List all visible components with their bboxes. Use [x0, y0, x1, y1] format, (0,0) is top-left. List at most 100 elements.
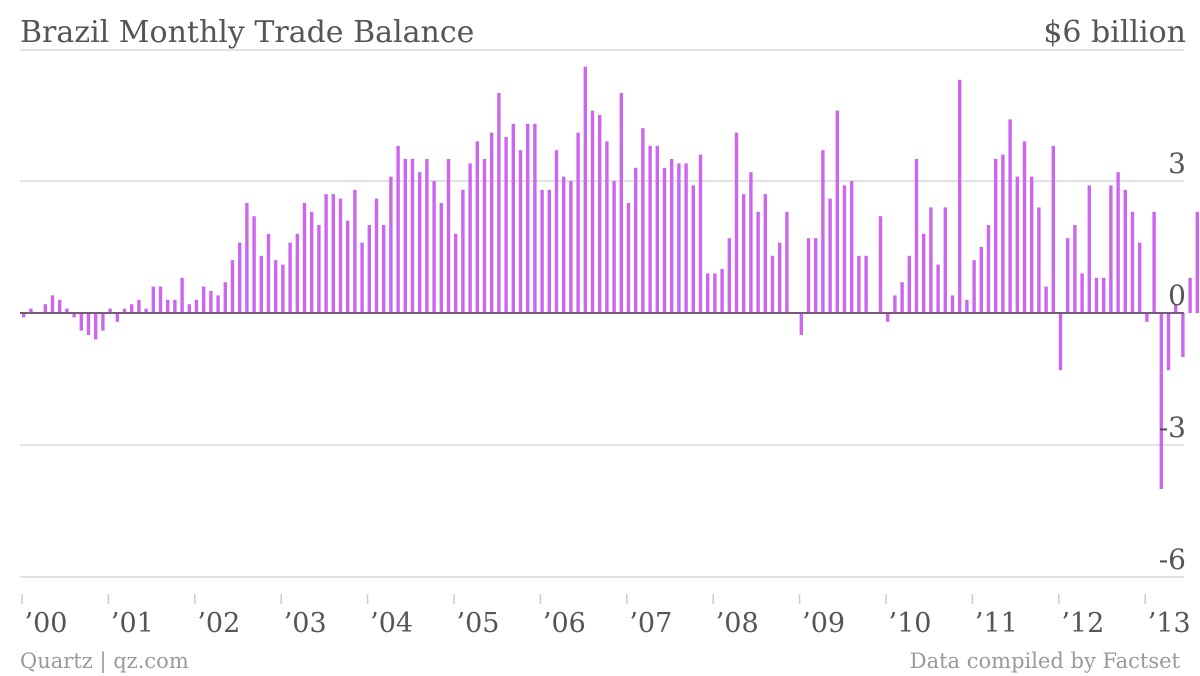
bar — [367, 225, 371, 313]
bar — [252, 216, 256, 313]
bar — [187, 304, 191, 313]
bar — [439, 203, 443, 313]
bar — [569, 181, 573, 313]
bar — [1094, 277, 1099, 313]
bar — [562, 176, 566, 313]
bar — [677, 163, 681, 313]
bar — [151, 286, 155, 313]
bar — [1138, 242, 1142, 313]
bar — [605, 141, 609, 313]
bar — [281, 264, 285, 313]
bar — [641, 128, 645, 313]
bar — [1152, 211, 1156, 313]
bar — [828, 198, 832, 313]
bar — [497, 93, 501, 313]
bar — [374, 198, 379, 313]
bar — [900, 282, 904, 313]
x-tick-label: ’06 — [543, 608, 586, 639]
x-tick-label: ’03 — [284, 608, 327, 639]
bar — [1102, 277, 1106, 313]
bar — [29, 308, 33, 313]
bar — [310, 211, 314, 313]
bar — [1037, 207, 1041, 313]
x-tick-label: ’10 — [889, 608, 932, 639]
y-tick-label: 3 — [1168, 147, 1186, 180]
bar — [1044, 286, 1048, 313]
bar — [130, 304, 134, 313]
bar — [482, 159, 487, 313]
y-tick-label: -6 — [1159, 543, 1186, 576]
bar — [475, 141, 479, 313]
gridlines — [20, 49, 1184, 578]
bar — [94, 313, 98, 340]
bar — [806, 238, 811, 313]
bar — [713, 273, 717, 313]
bar — [914, 159, 919, 313]
bar — [770, 255, 775, 313]
bar — [986, 225, 991, 313]
bar — [864, 255, 868, 313]
bar — [454, 233, 458, 313]
bar — [742, 194, 746, 313]
x-tick-label: ’12 — [1061, 608, 1104, 639]
bar — [842, 185, 847, 313]
bar — [396, 145, 400, 313]
bar — [1130, 211, 1135, 313]
bar — [1123, 189, 1127, 313]
bar — [655, 145, 659, 313]
bar — [223, 282, 227, 313]
bar — [346, 220, 350, 313]
bar — [540, 189, 544, 313]
source-right: Data compiled by Factset — [910, 649, 1181, 673]
bar — [1051, 145, 1055, 313]
bar — [684, 163, 688, 313]
bar — [979, 247, 983, 313]
bar — [446, 159, 451, 313]
bar — [670, 159, 674, 313]
bar — [194, 299, 199, 313]
bar — [58, 299, 62, 313]
bar — [490, 132, 494, 313]
y-tick-labels: 3 0 -3 -6 — [1159, 147, 1186, 576]
bar — [461, 189, 465, 313]
bar — [814, 238, 818, 313]
bar — [785, 211, 789, 313]
bar — [353, 189, 357, 313]
y-tick-label: 0 — [1168, 279, 1186, 312]
bar — [137, 299, 141, 313]
source-left: Quartz | qz.com — [20, 649, 189, 674]
bar — [518, 150, 523, 313]
bar — [22, 313, 26, 318]
bar — [821, 150, 825, 313]
bar — [324, 194, 328, 313]
bar — [1159, 313, 1163, 489]
bar — [749, 172, 753, 313]
bar — [958, 79, 962, 313]
bar — [511, 123, 515, 313]
bar — [1166, 313, 1171, 371]
bar — [554, 150, 559, 313]
x-tick-label: ’01 — [111, 608, 154, 639]
bar — [598, 115, 602, 313]
bar — [907, 255, 911, 313]
x-tick-label: ’00 — [25, 608, 68, 639]
bar — [1080, 273, 1084, 313]
bar — [1015, 176, 1019, 313]
bar — [929, 207, 933, 313]
bar — [158, 286, 163, 313]
bar — [1073, 225, 1077, 313]
bar — [425, 159, 429, 313]
bar — [115, 313, 119, 322]
unit-label: $6 billion — [1043, 15, 1186, 50]
bar — [533, 123, 537, 313]
x-tick-label: ’09 — [802, 608, 845, 639]
bar — [1174, 304, 1178, 313]
x-tick-label: ’02 — [197, 608, 240, 639]
bar — [259, 255, 263, 313]
bar — [295, 233, 299, 313]
bar — [972, 260, 976, 313]
bar — [590, 110, 595, 313]
bar — [79, 313, 83, 331]
bar — [850, 181, 854, 313]
